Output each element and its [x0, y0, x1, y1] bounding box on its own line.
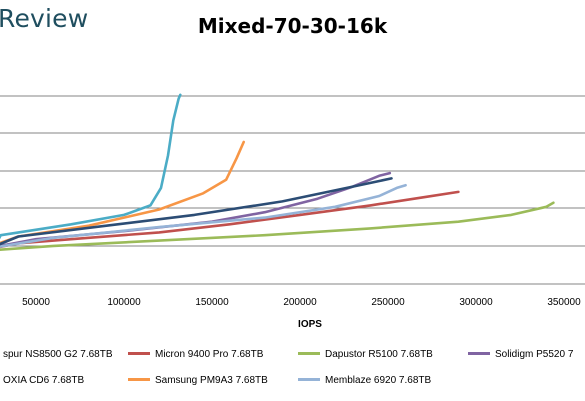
x-tick-label: 50000 — [22, 297, 50, 308]
x-tick-label: 200000 — [283, 297, 317, 308]
x-tick-label: 350000 — [547, 297, 581, 308]
legend-label: OXIA CD6 7.68TB — [3, 375, 84, 386]
chart-title: Mixed-70-30-16k — [197, 14, 388, 38]
chart-gridlines — [0, 95, 585, 285]
legend-label: Dapustor R5100 7.68TB — [325, 349, 433, 360]
legend-label: Samsung PM9A3 7.68TB — [155, 375, 268, 386]
series-line-5 — [0, 93, 182, 240]
series-line-3 — [0, 201, 555, 251]
x-tick-label: 150000 — [195, 297, 229, 308]
x-tick-label: 250000 — [371, 297, 405, 308]
x-tick-label: 300000 — [459, 297, 493, 308]
chart-series-lines — [0, 93, 555, 251]
legend-label: Memblaze 6920 7.68TB — [325, 375, 432, 386]
x-axis-ticks: 50000 100000 150000 200000 250000 300000 35000… — [22, 297, 581, 308]
series-line-2 — [0, 190, 460, 249]
series-line-8 — [0, 177, 393, 246]
series-line-7 — [0, 183, 407, 248]
legend-label: Micron 9400 Pro 7.68TB — [155, 349, 264, 360]
legend-label: spur NS8500 G2 7.68TB — [3, 349, 113, 360]
x-axis-label: IOPS — [298, 319, 322, 330]
chart-legend: spur NS8500 G2 7.68TB Micron 9400 Pro 7.6… — [3, 349, 574, 386]
legend-label: Solidigm P5520 7 — [495, 349, 574, 360]
brand-logo-text: Review — [0, 4, 89, 33]
x-tick-label: 100000 — [107, 297, 141, 308]
